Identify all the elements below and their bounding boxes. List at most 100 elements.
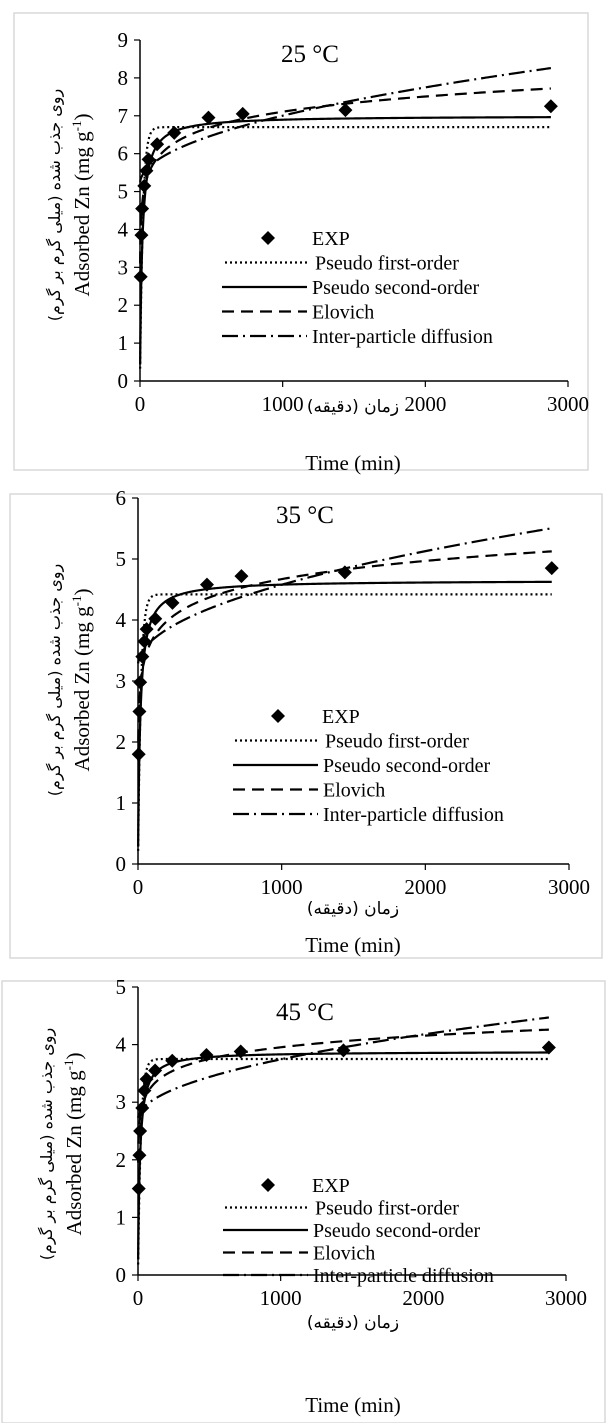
y-axis-label-persian: روی جذب شده (میلی گرم بر گرم) [45, 89, 65, 322]
chart-title: 35 °C [276, 502, 334, 529]
data-point-exp [131, 1181, 146, 1196]
x-tick-label: 0 [133, 875, 144, 899]
legend-swatch-exp [261, 1178, 275, 1192]
y-tick-label: 0 [116, 1263, 127, 1287]
series-line-elovich [139, 87, 551, 264]
data-point-exp [137, 178, 152, 193]
data-point-exp [337, 565, 352, 580]
y-tick-label: 5 [118, 180, 129, 204]
data-point-exp [139, 622, 154, 637]
legend-label: Pseudo second-order [313, 1220, 481, 1242]
chart-panel-25c: 25 °C 0 1 2 3 4 5 6 7 8 9 0 1000 2000 3000 زمان (دقیقه)… [0, 0, 614, 483]
y-axis-label: Adsorbed Zn (mg g-1) [69, 589, 94, 772]
chart-title: 45 °C [276, 999, 334, 1026]
legend-label: Pseudo first-order [315, 253, 459, 275]
data-point-exp [134, 228, 149, 243]
x-axis-label: Time (min) [305, 451, 400, 475]
y-tick-label: 3 [118, 255, 129, 279]
legend-label: EXP [312, 1175, 350, 1197]
data-point-exp [150, 137, 165, 152]
chart-45c: 45 °C 0 1 2 3 4 5 0 1000 2000 3000 زمان (دقیقه) Time… [1, 975, 606, 1424]
x-tick-label: 1000 [261, 875, 303, 899]
x-tick-label: 0 [133, 1286, 144, 1310]
data-point-exp [132, 704, 147, 719]
y-tick-label: 3 [116, 1090, 127, 1114]
x-tick-label: 1000 [260, 1286, 302, 1310]
x-axis-label-persian: زمان (دقیقه) [307, 397, 399, 417]
chart-35c: 35 °C 0 1 2 3 4 5 6 0 1000 2000 3000 زمان (دقیقه) Tim… [9, 486, 603, 959]
y-tick-label: 2 [116, 730, 127, 754]
data-point-exp [234, 569, 249, 584]
legend-label: Inter-particle diffusion [313, 1265, 494, 1287]
data-point-exp [148, 611, 163, 626]
x-axis-label-persian: زمان (دقیقه) [307, 1313, 399, 1333]
data-point-exp [131, 747, 146, 762]
y-tick-label: 9 [118, 28, 129, 52]
legend-label: EXP [322, 706, 360, 728]
x-axis-label: Time (min) [305, 933, 400, 957]
y-tick-label: 5 [116, 975, 127, 999]
legend-label: Elovich [323, 780, 385, 802]
legend-label: EXP [312, 228, 350, 250]
y-tick-label: 4 [118, 217, 129, 241]
chart-title: 25 °C [281, 41, 339, 68]
legend-label: Pseudo first-order [315, 1198, 459, 1220]
data-point-exp [137, 1083, 152, 1098]
legend-label: Elovich [312, 302, 374, 324]
x-tick-label: 2000 [402, 1286, 444, 1310]
x-axis-label: Time (min) [305, 1393, 400, 1417]
y-tick-label: 1 [118, 331, 129, 355]
y-tick-label: 7 [118, 104, 129, 128]
y-axis-label: Adsorbed Zn (mg g-1) [61, 1053, 86, 1236]
series-line-pseudo-first-order [139, 126, 551, 369]
x-axis-label-persian: زمان (دقیقه) [307, 899, 399, 919]
y-axis-label: Adsorbed Zn (mg g-1) [69, 114, 94, 297]
y-tick-label: 6 [116, 490, 127, 510]
data-point-exp [201, 110, 216, 125]
data-point-exp [165, 1053, 180, 1068]
x-tick-label: 0 [135, 392, 146, 416]
chart-panel-35c: 35 °C 0 1 2 3 4 5 6 0 1000 2000 3000 زمان (دقیقه) Tim… [0, 486, 614, 968]
y-tick-label: 1 [116, 791, 127, 815]
series-line-pseudo-first-order [137, 1057, 549, 1265]
y-tick-label: 5 [116, 547, 127, 571]
y-tick-label: 6 [118, 142, 129, 166]
data-point-exp [199, 1047, 214, 1062]
series-line-inter-particle-diffusion [139, 66, 552, 183]
legend-label: Pseudo second-order [323, 755, 491, 777]
y-tick-label: 4 [116, 608, 127, 632]
series-line-inter-particle-diffusion [137, 527, 552, 664]
data-point-exp [132, 1148, 147, 1163]
chart-frame [13, 12, 589, 471]
data-point-exp [336, 1043, 351, 1058]
y-tick-label: 0 [118, 369, 129, 393]
legend-label: Inter-particle diffusion [312, 326, 493, 348]
series-line-pseudo-first-order [137, 593, 552, 851]
legend-swatch-exp [261, 231, 275, 245]
chart-frame [1, 980, 606, 1424]
data-point-exp [167, 125, 182, 140]
y-axis-label-persian: روی جذب شده (میلی گرم بر گرم) [37, 1028, 57, 1261]
y-tick-label: 0 [116, 852, 127, 876]
y-tick-label: 2 [118, 293, 129, 317]
x-tick-label: 2000 [404, 392, 446, 416]
y-tick-label: 4 [116, 1033, 127, 1057]
data-point-exp [133, 675, 148, 690]
x-tick-label: 3000 [547, 392, 589, 416]
chart-panel-45c: 45 °C 0 1 2 3 4 5 0 1000 2000 3000 زمان (دقیقه) Time… [0, 974, 614, 1424]
data-point-exp [133, 1124, 148, 1138]
y-axis-label-persian: روی جذب شده (میلی گرم بر گرم) [45, 564, 65, 797]
chart-frame [9, 493, 603, 959]
data-point-exp [133, 269, 148, 284]
x-tick-label: 3000 [548, 875, 590, 899]
y-tick-label: 2 [116, 1148, 127, 1172]
legend-swatch-exp [271, 709, 285, 723]
y-tick-label: 3 [116, 669, 127, 693]
data-point-exp [544, 561, 559, 576]
legend-label: Pseudo first-order [325, 731, 469, 753]
legend-label: Inter-particle diffusion [323, 804, 504, 826]
data-point-exp [165, 595, 180, 610]
data-point-exp [235, 106, 250, 121]
data-point-exp [543, 99, 558, 114]
data-point-exp [135, 1100, 150, 1115]
